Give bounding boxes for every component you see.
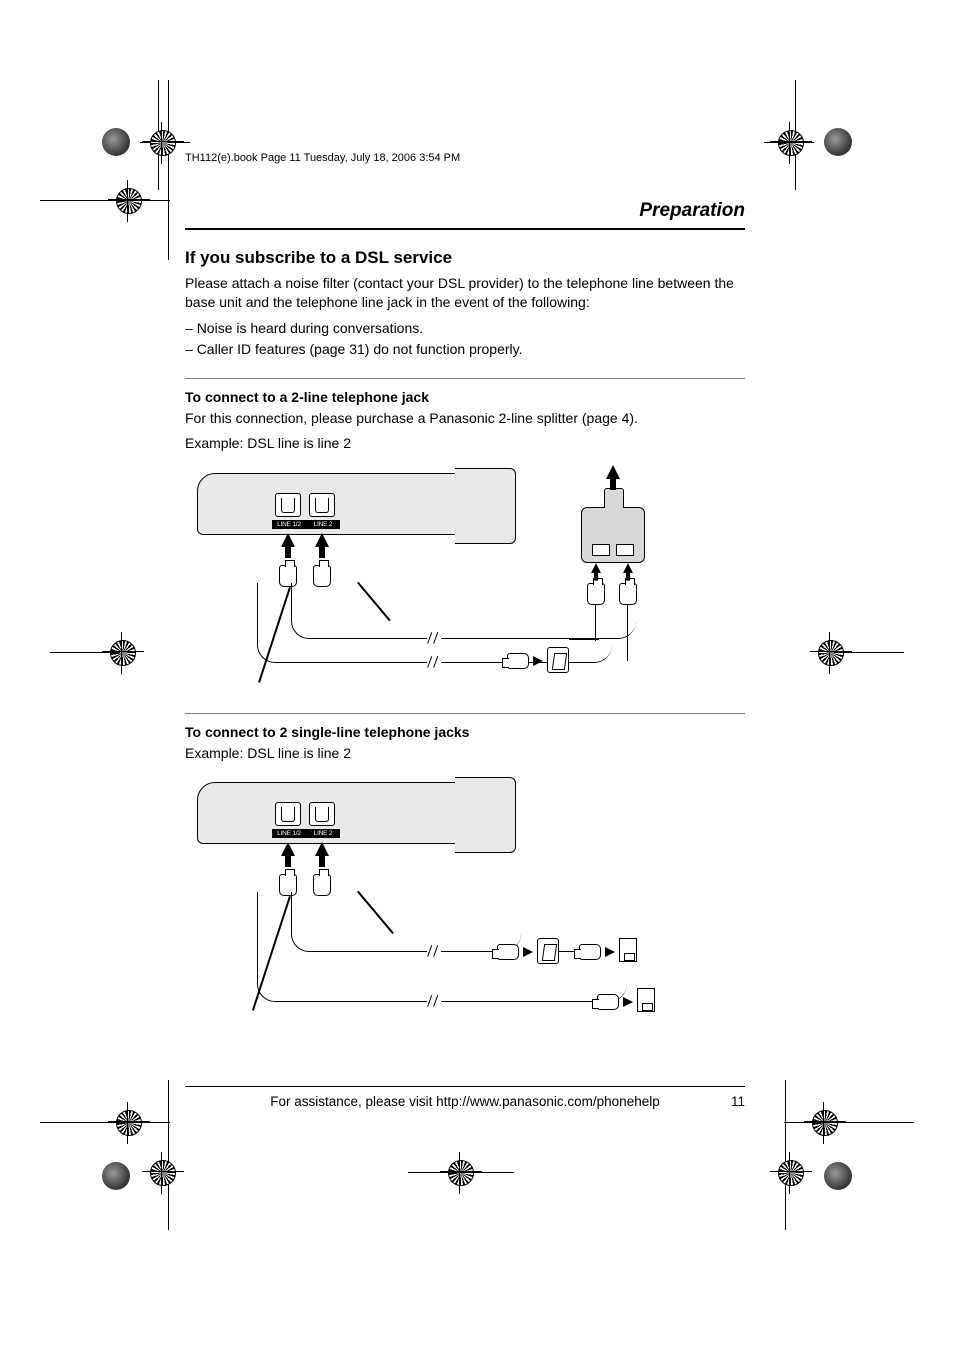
footer: For assistance, please visit http://www.… bbox=[185, 1094, 745, 1109]
heading-dsl: If you subscribe to a DSL service bbox=[185, 248, 745, 268]
arrow-up-icon bbox=[281, 842, 295, 856]
divider-2 bbox=[185, 713, 745, 714]
section1-line2: Example: DSL line is line 2 bbox=[185, 434, 745, 453]
arrow-right-icon bbox=[533, 656, 543, 666]
arrow-up-icon bbox=[591, 563, 601, 573]
jack-line1: LINE 1/2 bbox=[275, 802, 301, 826]
arrow-right-icon bbox=[523, 947, 533, 957]
plug-side-icon bbox=[497, 944, 519, 960]
section1-line1: For this connection, please purchase a P… bbox=[185, 409, 745, 428]
section2-line1: Example: DSL line is line 2 bbox=[185, 744, 745, 763]
footer-rule bbox=[185, 1086, 745, 1087]
dsl-filter-icon bbox=[537, 938, 559, 964]
jack-label-2: LINE 2 bbox=[306, 520, 340, 529]
diagram-2line-jack: LINE 1/2 LINE 2 bbox=[197, 465, 667, 695]
subhead-single: To connect to 2 single-line telephone ja… bbox=[185, 724, 745, 740]
jack-label-2: LINE 2 bbox=[306, 829, 340, 838]
arrow-up-icon bbox=[315, 533, 329, 547]
bullet-item: Noise is heard during conversations. bbox=[185, 318, 745, 339]
plug-side-icon bbox=[507, 653, 529, 669]
bullet-list: Noise is heard during conversations. Cal… bbox=[185, 318, 745, 360]
dsl-filter-icon bbox=[547, 647, 569, 673]
plug-side-icon bbox=[597, 994, 619, 1010]
page-content: Preparation If you subscribe to a DSL se… bbox=[185, 200, 745, 1036]
plug-side-icon bbox=[579, 944, 601, 960]
subhead-2line: To connect to a 2-line telephone jack bbox=[185, 389, 745, 405]
plug-icon bbox=[619, 583, 637, 605]
splitter-icon bbox=[581, 507, 645, 563]
wire-break-icon bbox=[427, 948, 441, 956]
jack-line2: LINE 2 bbox=[309, 493, 335, 517]
intro-text: Please attach a noise filter (contact yo… bbox=[185, 274, 745, 312]
wire-break-icon bbox=[427, 659, 441, 667]
divider-1 bbox=[185, 378, 745, 379]
wire-icon bbox=[291, 892, 521, 952]
jack-line1: LINE 1/2 bbox=[275, 493, 301, 517]
jack-label-1: LINE 1/2 bbox=[272, 829, 306, 838]
wire-icon bbox=[291, 583, 636, 639]
wire-break-icon bbox=[427, 635, 441, 643]
wall-jack-icon bbox=[619, 938, 637, 962]
diagram-single-jacks: LINE 1/2 LINE 2 bbox=[197, 774, 667, 1024]
header-rule bbox=[185, 228, 745, 230]
page-number: 11 bbox=[731, 1094, 745, 1109]
arrow-up-icon bbox=[606, 465, 620, 479]
wire-break-icon bbox=[427, 998, 441, 1006]
arrow-up-icon bbox=[623, 563, 633, 573]
arrow-up-icon bbox=[281, 533, 295, 547]
arrow-right-icon bbox=[605, 947, 615, 957]
page-stamp: TH112(e).book Page 11 Tuesday, July 18, … bbox=[185, 152, 460, 164]
arrow-right-icon bbox=[623, 997, 633, 1007]
section-title: Preparation bbox=[185, 200, 745, 222]
wall-jack-icon bbox=[637, 988, 655, 1012]
jack-line2: LINE 2 bbox=[309, 802, 335, 826]
plug-icon bbox=[587, 583, 605, 605]
bullet-item: Caller ID features (page 31) do not func… bbox=[185, 339, 745, 360]
arrow-up-icon bbox=[315, 842, 329, 856]
footer-assist: For assistance, please visit http://www.… bbox=[185, 1094, 745, 1109]
jack-label-1: LINE 1/2 bbox=[272, 520, 306, 529]
